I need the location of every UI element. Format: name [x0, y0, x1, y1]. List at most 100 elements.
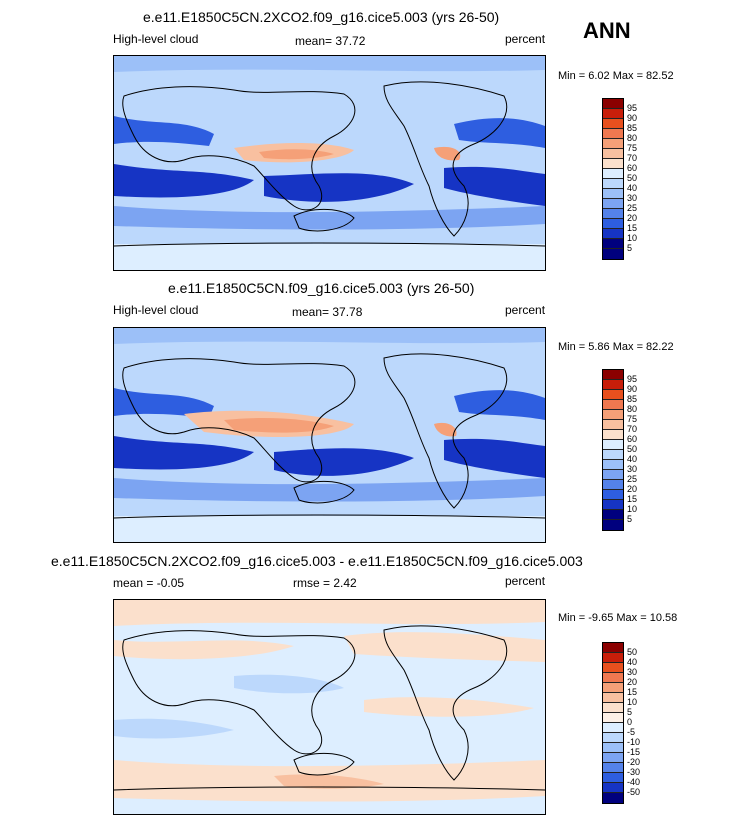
panel1-minmax-label: Min = 6.02 Max = 82.52 — [558, 70, 674, 82]
panel3-minmax-label: Min = -9.65 Max = 10.58 — [558, 612, 678, 624]
panel1-colorbar-swatch — [603, 149, 623, 159]
panel1-colorbar-swatch — [603, 109, 623, 119]
colorbar-tick-label: 10 — [627, 233, 638, 243]
colorbar-tick-label: 95 — [627, 103, 638, 113]
colorbar-tick-label: 25 — [627, 203, 638, 213]
colorbar-tick-label: 30 — [627, 667, 638, 677]
panel1-colorbar-swatch — [603, 209, 623, 219]
colorbar-tick-label: 40 — [627, 657, 638, 667]
panel2-units-label: percent — [505, 303, 546, 317]
panel1-colorbar-swatch — [603, 219, 623, 229]
colorbar-tick-label: 20 — [627, 677, 638, 687]
panel2-colorbar-swatch — [603, 470, 623, 480]
colorbar-tick-label: 80 — [627, 404, 638, 414]
panel2-colorbar-swatch — [603, 430, 623, 440]
panel3-colorbar-swatch — [603, 703, 623, 713]
panel1-map — [113, 55, 546, 271]
panel1-colorbar-swatch — [603, 139, 623, 149]
panel3-colorbar-swatch — [603, 693, 623, 703]
colorbar-tick-label: 15 — [627, 494, 638, 504]
colorbar-tick-label: 80 — [627, 133, 638, 143]
panel1-colorbar-swatch — [603, 179, 623, 189]
colorbar-tick-label: 60 — [627, 163, 638, 173]
panel3-rmse-label: rmse = 2.42 — [293, 576, 357, 590]
panel3-colorbar-swatch — [603, 743, 623, 753]
panel2-map — [113, 327, 546, 543]
panel2-colorbar-swatch — [603, 410, 623, 420]
panel1-colorbar-swatch — [603, 99, 623, 109]
panel3-colorbar-swatch — [603, 643, 623, 653]
panel3-colorbar-swatch — [603, 653, 623, 663]
panel2-colorbar-swatch — [603, 380, 623, 390]
panel2-minmax-label: Min = 5.86 Max = 82.22 — [558, 341, 674, 353]
colorbar-tick-label: 10 — [627, 504, 638, 514]
colorbar-tick-label: 10 — [627, 697, 638, 707]
panel1-colorbar-swatch — [603, 249, 623, 259]
panel3-map-field — [114, 600, 545, 814]
colorbar-tick-label: 40 — [627, 183, 638, 193]
panel3-colorbar-swatch — [603, 783, 623, 793]
colorbar-tick-label: -10 — [627, 737, 641, 747]
panel3-colorbar-swatch — [603, 683, 623, 693]
panel2-colorbar-swatch — [603, 510, 623, 520]
colorbar-tick-label: -20 — [627, 757, 641, 767]
colorbar-tick-label: 85 — [627, 123, 638, 133]
panel1-map-field — [114, 56, 545, 270]
panel2-variable-label: High-level cloud — [113, 303, 199, 317]
panel2-colorbar-swatch — [603, 370, 623, 380]
colorbar-tick-label: 5 — [627, 514, 633, 524]
panel3-colorbar-swatch — [603, 733, 623, 743]
panel2-colorbar-swatch — [603, 440, 623, 450]
panel1-variable-label: High-level cloud — [113, 32, 199, 46]
panel2-colorbar — [602, 369, 624, 531]
colorbar-tick-label: -30 — [627, 767, 641, 777]
panel1-colorbar — [602, 98, 624, 260]
panel2-title: e.e11.E1850C5CN.f09_g16.cice5.003 (yrs 2… — [168, 280, 475, 296]
panel1-units-label: percent — [505, 32, 546, 46]
panel3-mean-label: mean = -0.05 — [113, 576, 185, 590]
panel3-title: e.e11.E1850C5CN.2XCO2.f09_g16.cice5.003 … — [51, 553, 583, 569]
season-label: ANN — [583, 18, 631, 43]
panel3-colorbar-swatch — [603, 713, 623, 723]
colorbar-tick-label: 15 — [627, 223, 638, 233]
colorbar-tick-label: 70 — [627, 153, 638, 163]
colorbar-tick-label: -40 — [627, 777, 641, 787]
panel2-colorbar-swatch — [603, 420, 623, 430]
panel3-colorbar-swatch — [603, 663, 623, 673]
panel3-units-label: percent — [505, 574, 546, 588]
panel3-map — [113, 599, 546, 815]
panel1-colorbar-swatch — [603, 189, 623, 199]
panel2-mean-label: mean= 37.78 — [292, 305, 363, 319]
panel2-colorbar-swatch — [603, 520, 623, 530]
panel3-colorbar-swatch — [603, 763, 623, 773]
panel1-colorbar-swatch — [603, 129, 623, 139]
colorbar-tick-label: 90 — [627, 384, 638, 394]
panel2-colorbar-swatch — [603, 460, 623, 470]
colorbar-tick-label: 50 — [627, 173, 638, 183]
colorbar-tick-label: 95 — [627, 374, 638, 384]
colorbar-tick-label: 20 — [627, 484, 638, 494]
colorbar-tick-label: 25 — [627, 474, 638, 484]
panel1-colorbar-swatch — [603, 119, 623, 129]
panel1-mean-label: mean= 37.72 — [295, 34, 366, 48]
panel1-colorbar-swatch — [603, 229, 623, 239]
colorbar-tick-label: 20 — [627, 213, 638, 223]
panel2-colorbar-swatch — [603, 390, 623, 400]
colorbar-tick-label: 15 — [627, 687, 638, 697]
colorbar-tick-label: 5 — [627, 243, 633, 253]
colorbar-tick-label: 75 — [627, 414, 638, 424]
colorbar-tick-label: 30 — [627, 193, 638, 203]
colorbar-tick-label: 40 — [627, 454, 638, 464]
panel1-colorbar-swatch — [603, 199, 623, 209]
panel2-colorbar-swatch — [603, 490, 623, 500]
colorbar-tick-label: 50 — [627, 647, 638, 657]
colorbar-tick-label: -5 — [627, 727, 636, 737]
panel3-colorbar-swatch — [603, 753, 623, 763]
panel2-colorbar-swatch — [603, 480, 623, 490]
panel1-colorbar-swatch — [603, 169, 623, 179]
colorbar-tick-label: -50 — [627, 787, 641, 797]
colorbar-tick-label: 70 — [627, 424, 638, 434]
colorbar-tick-label: 75 — [627, 143, 638, 153]
colorbar-tick-label: 30 — [627, 464, 638, 474]
colorbar-tick-label: -15 — [627, 747, 641, 757]
